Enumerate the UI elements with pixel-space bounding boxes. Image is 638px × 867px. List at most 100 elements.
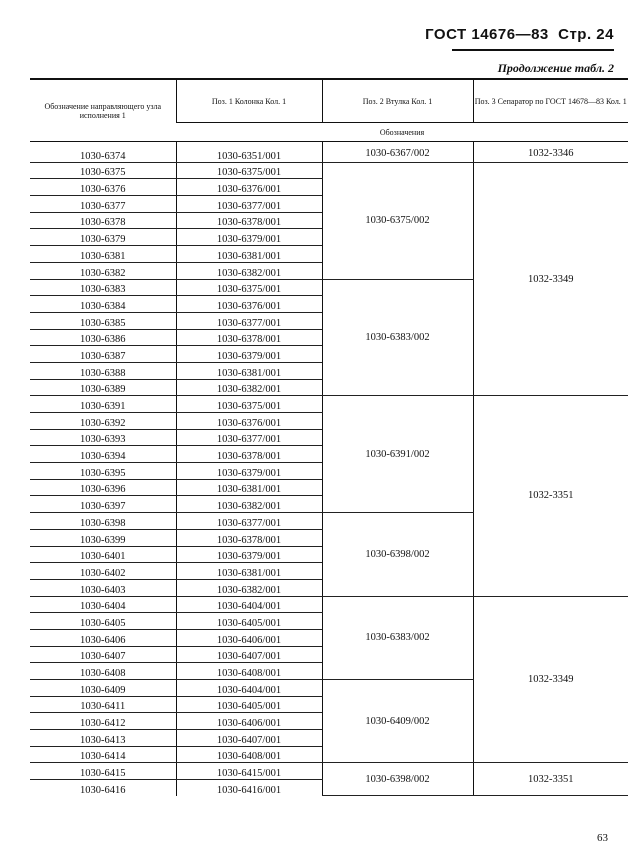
table-row: 1030-6374 1030-6351/001 1030-6367/002 1032-… [30, 141, 628, 163]
table-row: 1030-6398 1030-6377/001 1030-6398/002 [30, 512, 628, 597]
table-row: 1030-6378 1030-6378/001 [30, 212, 628, 230]
separator-designation: 1032-3346 [472, 141, 628, 163]
assembly-designation: 1030-6374 [30, 141, 176, 163]
table-row: 1030-6377 1030-6377/001 [30, 195, 628, 213]
column-designation: 1030-6378/001 [175, 329, 322, 347]
column-designation: 1030-6376/001 [175, 412, 322, 430]
table-row: 1030-6399 1030-6378/001 [30, 529, 628, 547]
assembly-designation: 1030-6412 [30, 712, 176, 731]
assembly-designation: 1030-6389 [30, 379, 176, 397]
assembly-designation: 1030-6397 [30, 495, 176, 514]
separator-designation: 1032-3351 [472, 762, 628, 797]
column-designation: 1030-6382/001 [175, 379, 322, 397]
column-designation: 1030-6415/001 [175, 762, 322, 781]
column-designation: 1030-6378/001 [175, 212, 322, 230]
column-designation: 1030-6404/001 [175, 596, 322, 614]
column-designation: 1030-6377/001 [175, 429, 322, 447]
column-designation: 1030-6382/001 [175, 579, 322, 597]
column-designation: 1030-6378/001 [175, 529, 322, 547]
assembly-designation: 1030-6394 [30, 445, 176, 464]
assembly-designation: 1030-6375 [30, 162, 176, 180]
column-designation: 1030-6381/001 [175, 245, 322, 263]
column-designation: 1030-6379/001 [175, 462, 322, 480]
separator-designation: 1032-3349 [472, 162, 628, 397]
assembly-designation: 1030-6393 [30, 429, 176, 447]
assembly-designation: 1030-6413 [30, 729, 176, 747]
assembly-designation: 1030-6404 [30, 596, 176, 614]
assembly-designation: 1030-6391 [30, 395, 176, 413]
assembly-designation: 1030-6415 [30, 762, 176, 781]
table-row: 1030-6385 1030-6377/001 [30, 312, 628, 330]
table-row: 1030-6403 1030-6382/001 [30, 579, 628, 597]
table-row: 1030-6407 1030-6407/001 [30, 646, 628, 664]
assembly-designation: 1030-6401 [30, 546, 176, 564]
table-row: 1030-6394 1030-6378/001 [30, 445, 628, 464]
header-rule [452, 49, 614, 51]
column-designation: 1030-6379/001 [175, 228, 322, 247]
bushing-designation: 1030-6398/002 [321, 762, 473, 797]
table-row: 1030-6412 1030-6406/001 [30, 712, 628, 731]
column-designation: 1030-6376/001 [175, 295, 322, 313]
assembly-designation: 1030-6395 [30, 462, 176, 480]
assembly-designation: 1030-6376 [30, 178, 176, 197]
assembly-designation: 1030-6392 [30, 412, 176, 430]
column-designation: 1030-6381/001 [175, 362, 322, 380]
bushing-designation: 1030-6383/002 [321, 596, 473, 681]
page-number: 63 [597, 832, 608, 844]
table-row: 1030-6415 1030-6415/001 1030-6398/002 1032-… [30, 762, 628, 797]
column-designation: 1030-6381/001 [175, 562, 322, 580]
table-row: 1030-6397 1030-6382/001 [30, 495, 628, 514]
standard-number: ГОСТ 14676—83 [425, 26, 549, 43]
assembly-designation: 1030-6396 [30, 479, 176, 497]
table-row: 1030-6402 1030-6381/001 [30, 562, 628, 580]
table-row: 1030-6405 1030-6405/001 [30, 612, 628, 630]
assembly-designation: 1030-6382 [30, 262, 176, 280]
assembly-designation: 1030-6383 [30, 279, 176, 297]
column-designation: 1030-6377/001 [175, 312, 322, 330]
separator-designation: 1032-3349 [472, 596, 628, 764]
table-row: 1030-6382 1030-6382/001 [30, 262, 628, 280]
table-row: 1030-6381 1030-6381/001 [30, 245, 628, 263]
column-header-pos1: Поз. 1 Колонка Кол. 1 [175, 78, 322, 123]
table-row: 1030-6375 1030-6375/001 1030-6375/002 1032-… [30, 162, 628, 397]
bushing-designation: 1030-6367/002 [321, 141, 473, 163]
assembly-designation: 1030-6384 [30, 295, 176, 313]
column-designation: 1030-6405/001 [175, 612, 322, 630]
column-designation: 1030-6416/001 [175, 779, 322, 796]
column-designation: 1030-6379/001 [175, 345, 322, 363]
table-row: 1030-6406 1030-6406/001 [30, 629, 628, 647]
table-row: 1030-6393 1030-6377/001 [30, 429, 628, 447]
column-designation: 1030-6375/001 [175, 162, 322, 180]
assembly-designation: 1030-6377 [30, 195, 176, 213]
column-designation: 1030-6351/001 [175, 141, 322, 163]
assembly-designation: 1030-6405 [30, 612, 176, 630]
column-designation: 1030-6375/001 [175, 279, 322, 297]
column-designation: 1030-6382/001 [175, 262, 322, 280]
separator-designation: 1032-3351 [472, 395, 628, 597]
assembly-designation: 1030-6386 [30, 329, 176, 347]
column-designation: 1030-6375/001 [175, 395, 322, 413]
table-row: 1030-6386 1030-6378/001 [30, 329, 628, 347]
column-designation: 1030-6377/001 [175, 512, 322, 530]
table-row: 1030-6387 1030-6379/001 [30, 345, 628, 363]
subheader-designations: Обозначения [176, 122, 628, 142]
table-continuation-label: Продолжение табл. 2 [497, 61, 614, 75]
assembly-designation: 1030-6414 [30, 746, 176, 764]
table-row: 1030-6411 1030-6405/001 [30, 696, 628, 714]
table-row: 1030-6409 1030-6404/001 1030-6409/002 [30, 679, 628, 764]
bushing-designation: 1030-6409/002 [321, 679, 473, 764]
column-designation: 1030-6378/001 [175, 445, 322, 464]
assembly-designation: 1030-6378 [30, 212, 176, 230]
column-designation: 1030-6404/001 [175, 679, 322, 697]
column-designation: 1030-6406/001 [175, 712, 322, 731]
column-designation: 1030-6405/001 [175, 696, 322, 714]
document-header: ГОСТ 14676—83 Стр. 24 [425, 26, 614, 43]
assembly-designation: 1030-6381 [30, 245, 176, 263]
bushing-designation: 1030-6383/002 [321, 279, 473, 397]
column-designation: 1030-6408/001 [175, 662, 322, 680]
table-row: 1030-6376 1030-6376/001 [30, 178, 628, 197]
column-header-pos2: Поз. 2 Втулка Кол. 1 [321, 78, 473, 123]
table-row: 1030-6414 1030-6408/001 [30, 746, 628, 764]
table-row: 1030-6401 1030-6379/001 [30, 546, 628, 564]
table-row: 1030-6396 1030-6381/001 [30, 479, 628, 497]
